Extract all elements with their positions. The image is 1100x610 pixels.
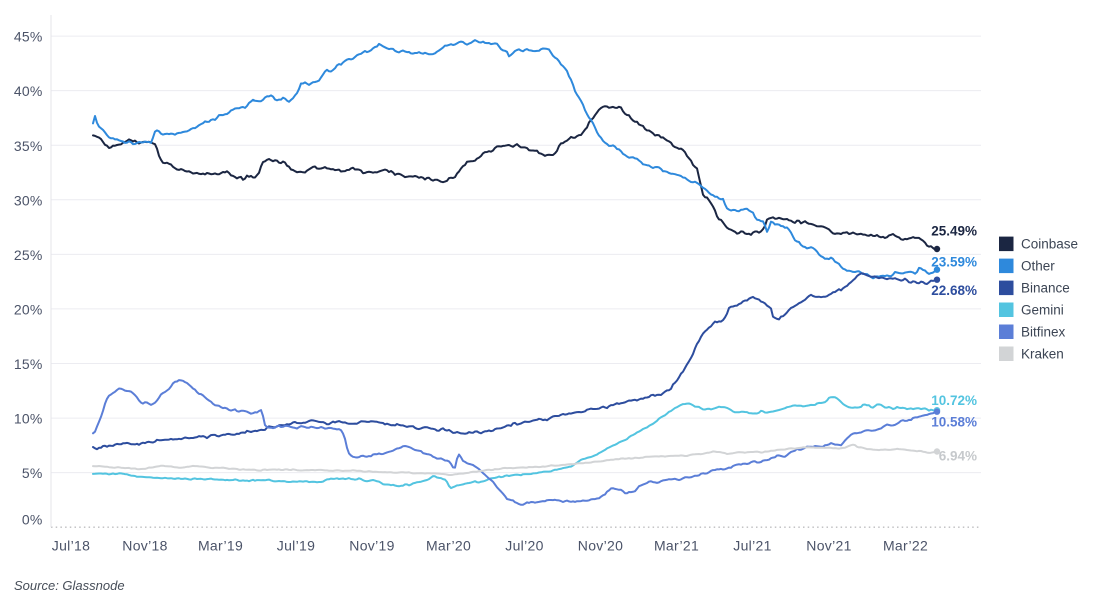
svg-text:Gemini: Gemini	[1021, 303, 1064, 318]
svg-text:20%: 20%	[14, 302, 43, 318]
svg-text:Jul’20: Jul’20	[505, 538, 543, 554]
svg-text:Jul’18: Jul’18	[52, 538, 90, 554]
svg-text:25.49%: 25.49%	[931, 224, 977, 239]
svg-text:Jul’21: Jul’21	[733, 538, 771, 554]
svg-text:Coinbase: Coinbase	[1021, 237, 1078, 252]
svg-text:5%: 5%	[22, 465, 43, 481]
svg-text:40%: 40%	[14, 83, 43, 99]
svg-text:Jul’19: Jul’19	[277, 538, 315, 554]
svg-text:45%: 45%	[14, 29, 43, 45]
svg-text:Mar’21: Mar’21	[654, 538, 699, 554]
svg-text:6.94%: 6.94%	[939, 449, 977, 464]
svg-text:22.68%: 22.68%	[931, 283, 977, 298]
svg-text:Mar’19: Mar’19	[198, 538, 243, 554]
svg-text:Mar’20: Mar’20	[426, 538, 471, 554]
svg-text:25%: 25%	[14, 247, 43, 263]
svg-text:Nov’21: Nov’21	[806, 538, 851, 554]
svg-text:Nov’18: Nov’18	[122, 538, 167, 554]
svg-text:0%: 0%	[22, 512, 43, 528]
svg-text:10.72%: 10.72%	[931, 393, 977, 408]
svg-text:10.58%: 10.58%	[931, 414, 977, 429]
svg-text:Mar’22: Mar’22	[883, 538, 928, 554]
svg-text:35%: 35%	[14, 138, 43, 154]
svg-text:Kraken: Kraken	[1021, 347, 1064, 362]
svg-text:Nov’19: Nov’19	[349, 538, 394, 554]
svg-text:Other: Other	[1021, 259, 1055, 274]
svg-text:Source: Glassnode: Source: Glassnode	[14, 578, 125, 593]
svg-text:Nov’20: Nov’20	[578, 538, 623, 554]
svg-text:23.59%: 23.59%	[931, 255, 977, 270]
svg-text:15%: 15%	[14, 356, 43, 372]
svg-text:Binance: Binance	[1021, 281, 1070, 296]
svg-text:10%: 10%	[14, 411, 43, 427]
svg-text:30%: 30%	[14, 192, 43, 208]
svg-text:Bitfinex: Bitfinex	[1021, 325, 1066, 340]
